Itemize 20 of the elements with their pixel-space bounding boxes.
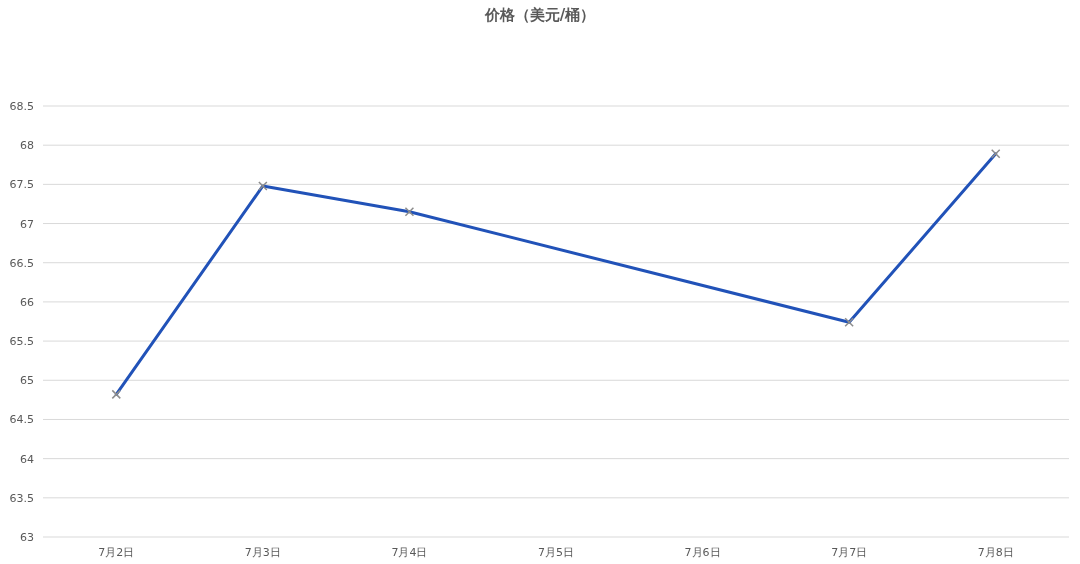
- y-tick-label: 68: [20, 139, 34, 153]
- y-tick-label: 65: [20, 374, 34, 388]
- y-tick-label: 67.5: [9, 178, 34, 192]
- x-tick-label: 7月8日: [977, 546, 1014, 559]
- y-tick-label: 64: [20, 452, 34, 466]
- chart-title: 价格（美元/桶）: [483, 6, 596, 24]
- y-tick-label: 67: [20, 217, 34, 231]
- x-tick-label: 7月5日: [538, 546, 574, 559]
- x-tick-label: 7月3日: [244, 546, 281, 559]
- y-tick-label: 65.5: [9, 335, 34, 349]
- x-tick-label: 7月2日: [98, 546, 135, 559]
- x-tick-label: 7月6日: [684, 546, 721, 559]
- y-tick-label: 63.5: [9, 491, 34, 505]
- x-tick-label: 7月7日: [831, 546, 868, 559]
- x-tick-label: 7月4日: [391, 546, 428, 559]
- y-tick-label: 68.5: [9, 100, 34, 113]
- y-tick-label: 63: [20, 531, 34, 544]
- y-tick-label: 64.5: [9, 413, 34, 427]
- y-tick-label: 66.5: [9, 256, 34, 270]
- y-tick-label: 66: [20, 295, 34, 309]
